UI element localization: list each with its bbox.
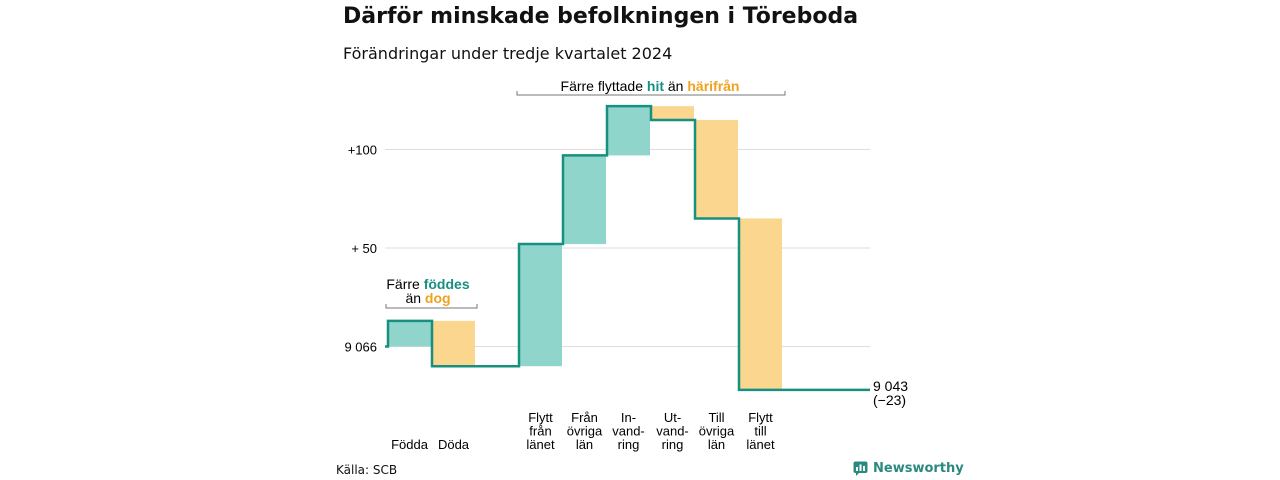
x-category-label: Döda <box>438 437 470 452</box>
source-note: Källa: SCB <box>336 463 398 477</box>
newsworthy-icon <box>853 461 868 476</box>
migration-annotation-highlight-1: hit <box>647 78 664 94</box>
migration-annotation-text-1: Färre flyttade <box>561 78 647 94</box>
bar-flytt-från-länet <box>519 244 562 367</box>
svg-text:Färre flyttade hit än härifrån: Färre flyttade hit än härifrån <box>561 78 740 94</box>
births-annotation-text-2: än <box>405 290 424 306</box>
migration-bracket <box>516 91 786 96</box>
y-axis-ticks: 9 066 + 50 +100 <box>344 143 377 355</box>
x-category-label: Flytt från länet <box>526 410 555 452</box>
brand-logo: Newsworthy <box>853 461 964 476</box>
x-category-label: In-vand-ring <box>612 410 645 452</box>
x-category-label: Flytt till länet <box>746 410 775 452</box>
x-category-label: Ut-vand-ring <box>656 410 689 452</box>
births-annotation: Färre föddes än dog <box>385 276 478 309</box>
bar-födda <box>388 320 431 347</box>
bar-döda <box>432 320 475 367</box>
migration-annotation-text-2: än <box>664 78 687 94</box>
x-category-label: Till övriga län <box>699 410 735 452</box>
bar-till-övriga-län <box>695 119 738 219</box>
bar-från-övriga-län <box>563 155 606 245</box>
bars <box>388 106 782 390</box>
gridlines <box>385 149 870 347</box>
chart-title: Därför minskade befolkningen i Töreboda <box>343 4 859 29</box>
migration-annotation-highlight-2: härifrån <box>687 78 739 94</box>
bar-ut--vand--ring <box>651 106 694 120</box>
x-category-label: Från övriga län <box>567 410 603 452</box>
svg-text:Färre föddes: Färre föddes <box>386 276 469 292</box>
x-axis-labels: Födda Döda Flytt från länet Från övriga län In-v… <box>391 410 775 452</box>
brand-name: Newsworthy <box>873 461 964 476</box>
y-tick-label: 9 066 <box>344 340 377 355</box>
migration-annotation: Färre flyttade hit än härifrån <box>516 78 786 96</box>
end-value-label: 9 043 <box>873 378 908 394</box>
births-bracket <box>385 304 478 309</box>
bar-flytt-till-länet <box>739 218 782 390</box>
births-annotation-text-1: Färre <box>386 276 423 292</box>
running-total-line <box>385 104 870 392</box>
bar-in--vand--ring <box>607 106 650 156</box>
births-annotation-highlight-2: dog <box>425 290 451 306</box>
y-tick-label: +100 <box>348 143 377 158</box>
y-tick-label: + 50 <box>351 241 377 256</box>
svg-text:än dog: än dog <box>405 290 450 306</box>
end-change-label: (−23) <box>873 392 906 408</box>
chart-subtitle: Förändringar under tredje kvartalet 2024 <box>343 44 673 63</box>
births-annotation-highlight-1: föddes <box>424 276 470 292</box>
x-category-label: Födda <box>391 437 429 452</box>
